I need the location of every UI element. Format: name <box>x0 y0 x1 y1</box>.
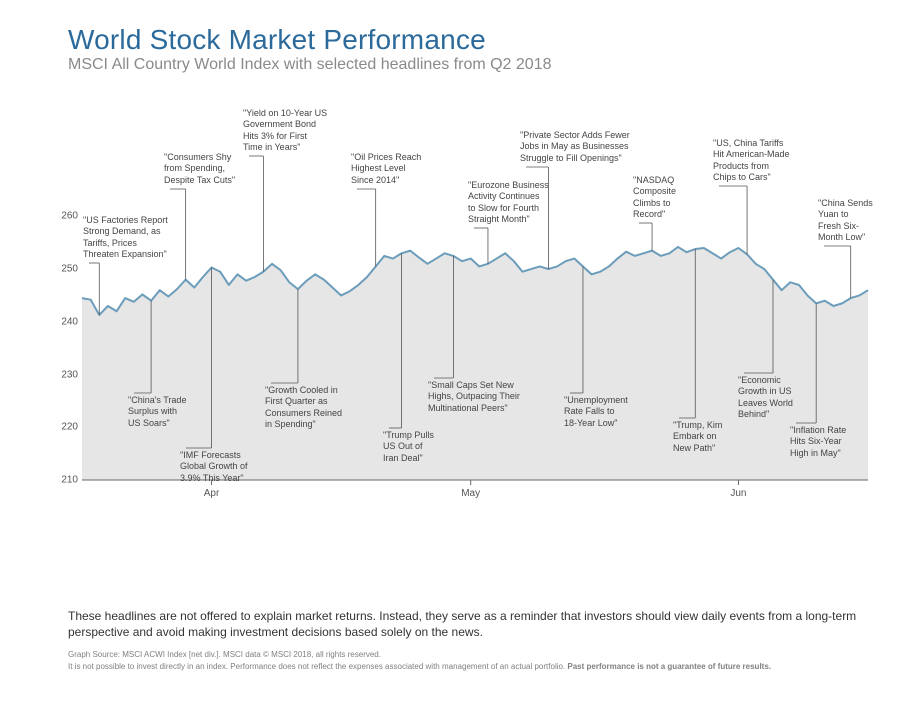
chart-caption: These headlines are not offered to expla… <box>68 608 863 640</box>
headline-annotation: "Growth Cooled in First Quarter as Consu… <box>265 385 355 430</box>
y-tick-label: 250 <box>52 264 78 275</box>
headline-annotation: "IMF Forecasts Global Growth of 3.9% Thi… <box>180 450 260 484</box>
headline-annotation: "China's Trade Surplus with US Soars" <box>128 395 198 429</box>
headline-annotation: "NASDAQ Composite Climbs to Record" <box>633 175 689 220</box>
x-tick-label: Jun <box>730 488 746 499</box>
headline-annotation: "Small Caps Set New Highs, Outpacing The… <box>428 380 536 414</box>
footnote-source: Graph Source: MSCI ACWI Index [net div.]… <box>68 650 381 660</box>
y-tick-label: 260 <box>52 211 78 222</box>
headline-annotation: "Economic Growth in US Leaves World Behi… <box>738 375 806 420</box>
headline-annotation: "Inflation Rate Hits Six-Year High in Ma… <box>790 425 860 459</box>
y-tick-label: 230 <box>52 369 78 380</box>
headline-annotation: "Trump, Kim Embark on New Path" <box>673 420 731 454</box>
headline-annotation: "Yield on 10-Year US Government Bond Hit… <box>243 108 341 153</box>
footnote-disclaimer-text: It is not possible to invest directly in… <box>68 662 567 671</box>
page-subtitle: MSCI All Country World Index with select… <box>68 56 552 74</box>
headline-annotation: "US, China Tariffs Hit American-Made Pro… <box>713 138 803 183</box>
headline-annotation: "Consumers Shy from Spending, Despite Ta… <box>164 152 246 186</box>
chart-area: 210 220 230 240 250 260 Apr May Jun "US Factori… <box>48 90 878 580</box>
x-tick-label: Apr <box>204 488 220 499</box>
headline-annotation: "Private Sector Adds Fewer Jobs in May a… <box>520 130 650 164</box>
footnote-disclaimer-bold: Past performance is not a guarantee of f… <box>567 662 771 671</box>
headline-annotation: "Eurozone Business Activity Continues to… <box>468 180 563 225</box>
y-tick-label: 220 <box>52 422 78 433</box>
footnote-disclaimer: It is not possible to invest directly in… <box>68 662 868 672</box>
headline-annotation: "China Sends Yuan to Fresh Six- Month Lo… <box>818 198 880 243</box>
chart-page: World Stock Market Performance MSCI All … <box>0 0 900 712</box>
x-tick-label: May <box>461 488 480 499</box>
y-tick-label: 210 <box>52 475 78 486</box>
headline-annotation: "US Factories Report Strong Demand, as T… <box>83 215 178 260</box>
headline-annotation: "Unemployment Rate Falls to 18-Year Low" <box>564 395 642 429</box>
headline-annotation: "Oil Prices Reach Highest Level Since 20… <box>351 152 431 186</box>
page-title: World Stock Market Performance <box>68 24 486 56</box>
headline-annotation: "Trump Pulls US Out of Iran Deal" <box>383 430 443 464</box>
y-tick-label: 240 <box>52 316 78 327</box>
